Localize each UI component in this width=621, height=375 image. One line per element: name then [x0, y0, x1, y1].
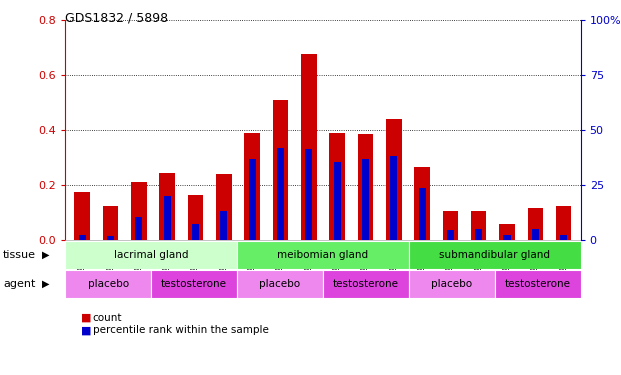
- Text: testosterone: testosterone: [161, 279, 227, 289]
- Text: ■: ■: [81, 326, 91, 335]
- Bar: [560, 234, 567, 240]
- Text: lacrimal gland: lacrimal gland: [114, 250, 188, 260]
- Bar: [237, 270, 323, 298]
- Bar: [495, 270, 581, 298]
- Bar: [163, 196, 171, 240]
- Bar: [220, 211, 227, 240]
- Bar: [358, 134, 373, 240]
- Text: ■: ■: [81, 313, 91, 322]
- Text: ▶: ▶: [42, 250, 50, 260]
- Bar: [160, 172, 175, 240]
- Text: GDS1832 / 5898: GDS1832 / 5898: [65, 11, 168, 24]
- Text: count: count: [93, 313, 122, 322]
- Bar: [216, 174, 232, 240]
- Bar: [65, 270, 151, 298]
- Bar: [102, 206, 119, 240]
- Bar: [79, 234, 86, 240]
- Bar: [475, 229, 483, 240]
- Text: testosterone: testosterone: [333, 279, 399, 289]
- Bar: [532, 229, 539, 240]
- Bar: [504, 234, 510, 240]
- Bar: [527, 209, 543, 240]
- Bar: [65, 241, 237, 269]
- Bar: [323, 270, 409, 298]
- Bar: [131, 182, 147, 240]
- Bar: [386, 119, 402, 240]
- Bar: [277, 148, 284, 240]
- Text: placebo: placebo: [260, 279, 301, 289]
- Bar: [237, 241, 409, 269]
- Bar: [305, 149, 312, 240]
- Text: placebo: placebo: [88, 279, 129, 289]
- Bar: [151, 270, 237, 298]
- Bar: [301, 54, 317, 240]
- Text: tissue: tissue: [3, 250, 36, 260]
- Bar: [419, 188, 425, 240]
- Bar: [273, 100, 288, 240]
- Text: placebo: placebo: [431, 279, 473, 289]
- Bar: [414, 167, 430, 240]
- Bar: [75, 192, 90, 240]
- Bar: [329, 133, 345, 240]
- Bar: [443, 211, 458, 240]
- Bar: [362, 159, 369, 240]
- Text: agent: agent: [3, 279, 35, 289]
- Bar: [192, 224, 199, 240]
- Bar: [409, 270, 495, 298]
- Bar: [409, 241, 581, 269]
- Bar: [188, 195, 203, 240]
- Text: testosterone: testosterone: [505, 279, 571, 289]
- Text: percentile rank within the sample: percentile rank within the sample: [93, 326, 268, 335]
- Bar: [248, 159, 256, 240]
- Bar: [499, 224, 515, 240]
- Text: meibomian gland: meibomian gland: [278, 250, 368, 260]
- Text: submandibular gland: submandibular gland: [439, 250, 550, 260]
- Bar: [556, 206, 571, 240]
- Bar: [471, 211, 486, 240]
- Bar: [107, 236, 114, 240]
- Text: ▶: ▶: [42, 279, 50, 289]
- Bar: [333, 162, 341, 240]
- Bar: [135, 217, 142, 240]
- Bar: [390, 156, 397, 240]
- Bar: [447, 230, 454, 240]
- Bar: [244, 133, 260, 240]
